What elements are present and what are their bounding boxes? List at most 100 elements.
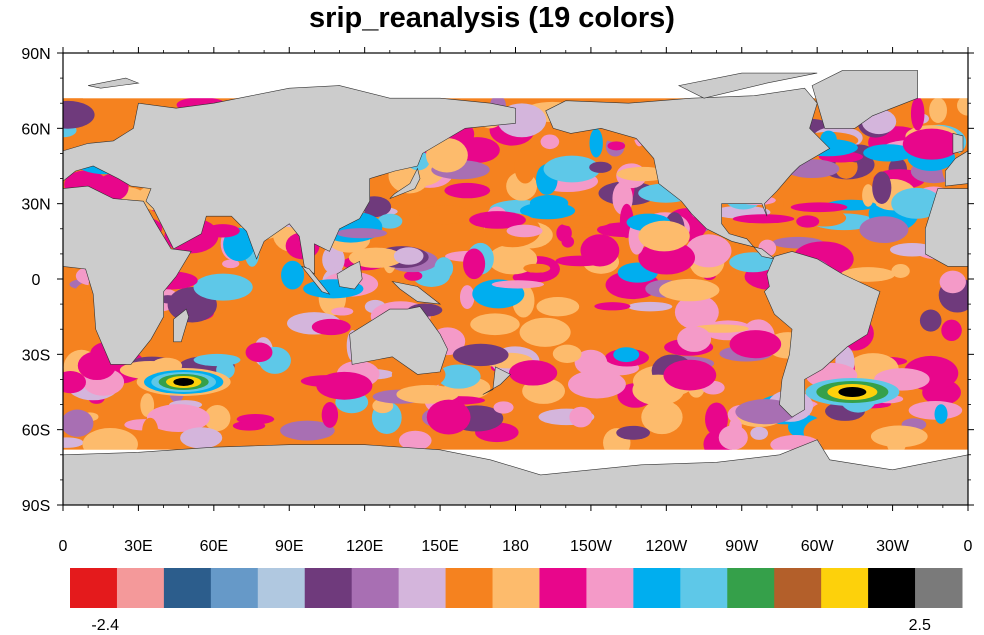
field-patch <box>750 426 769 440</box>
field-patch <box>491 280 545 289</box>
lon-label: 0 <box>964 538 973 555</box>
field-patch <box>659 278 720 302</box>
colorbar-swatch <box>70 568 118 608</box>
field-patch <box>891 187 942 219</box>
field-patch <box>529 195 569 212</box>
colorbar-swatch <box>586 568 634 608</box>
field-patch <box>398 430 432 451</box>
field-patch <box>589 128 603 158</box>
colorbar-swatch <box>633 568 681 608</box>
lon-label: 90W <box>725 538 759 555</box>
field-patch <box>193 353 241 367</box>
field-patch <box>641 400 683 435</box>
latitude-axis: 90N 60N 30N 0 30S 60S 90S <box>21 46 974 515</box>
field-patch <box>508 360 558 386</box>
field-patch <box>543 155 601 183</box>
field-patch <box>437 364 481 389</box>
lon-label: 30W <box>876 538 910 555</box>
field-patch <box>919 309 942 332</box>
colorbar-swatch <box>774 568 822 608</box>
colorbar-swatch <box>351 568 400 608</box>
colorbar-swatch <box>868 568 916 608</box>
lat-label: 60S <box>22 423 50 440</box>
field-patch <box>870 425 928 448</box>
field-patch <box>889 242 935 257</box>
lat-label: 60N <box>21 121 50 138</box>
field-patch <box>426 399 471 435</box>
field-patch <box>840 267 896 282</box>
land-eurasia <box>63 85 516 275</box>
field-patch <box>790 202 848 213</box>
field-patch <box>540 134 560 150</box>
field-patch <box>140 393 155 418</box>
colorbar-swatch <box>398 568 447 608</box>
field-patch <box>321 402 339 428</box>
field-patch <box>568 370 626 399</box>
field-patch <box>280 420 335 441</box>
field-patch <box>580 234 620 267</box>
land-svalbard-area <box>88 77 140 89</box>
land-new-guinea <box>391 281 442 305</box>
field-patch <box>377 213 403 229</box>
field-patch <box>957 95 968 116</box>
field-patch <box>77 351 117 381</box>
lat-label: 30S <box>22 347 50 364</box>
land-indonesia-borneo <box>336 260 363 290</box>
colorbar-swatch <box>539 568 587 608</box>
field-patch <box>222 259 240 269</box>
field-patch <box>558 215 612 228</box>
field-patch <box>493 401 514 414</box>
land-antarctica <box>63 439 968 505</box>
field-patch <box>902 128 961 160</box>
field-patch <box>934 404 948 424</box>
field-patch <box>677 326 712 352</box>
field-patch <box>204 405 231 432</box>
colorbar-label: -2.4 <box>91 617 119 634</box>
lat-label: 90S <box>22 498 50 515</box>
field-patch <box>796 215 820 228</box>
field-patch <box>594 302 631 311</box>
field-patch <box>425 137 468 173</box>
field-patch <box>311 318 351 336</box>
lon-label: 30E <box>124 538 152 555</box>
field-patch <box>941 319 962 342</box>
lon-label: 150W <box>570 538 613 555</box>
land-sumatra <box>300 265 331 295</box>
field-patch <box>459 285 475 309</box>
field-patch <box>142 417 159 445</box>
lon-label: 0 <box>59 538 68 555</box>
colorbar-swatch <box>163 568 212 608</box>
field-patch <box>452 343 509 367</box>
field-patch <box>732 214 795 224</box>
field-patch <box>396 384 459 404</box>
field-patch <box>180 427 223 449</box>
field-patch <box>939 270 966 294</box>
lon-label: 60W <box>801 538 835 555</box>
land-masses <box>63 70 968 505</box>
field-patch <box>506 224 543 238</box>
lon-label: 120E <box>346 538 383 555</box>
field-patch <box>236 413 275 425</box>
field-patch <box>519 317 571 347</box>
land-arctic-islands <box>677 72 818 99</box>
field-patch <box>685 234 732 268</box>
field-patch <box>146 404 210 433</box>
land-africa <box>63 185 192 365</box>
colorbar-swatch <box>257 568 306 608</box>
field-patch <box>193 273 253 301</box>
field-patch <box>536 296 580 317</box>
field-patch <box>419 205 472 225</box>
field-patch <box>316 371 373 400</box>
land-west-africa-edge <box>924 188 968 267</box>
field-patch <box>569 406 593 428</box>
field-patch <box>891 264 910 278</box>
colorbar: -2.4 2.5 <box>70 568 963 634</box>
lat-label: 0 <box>32 272 41 289</box>
colorbar-swatch <box>304 568 353 608</box>
field-patch <box>859 216 909 244</box>
land-greenland <box>811 70 919 129</box>
field-patch <box>663 359 717 391</box>
field-patch <box>674 294 719 330</box>
colorbar-swatch <box>727 568 775 608</box>
